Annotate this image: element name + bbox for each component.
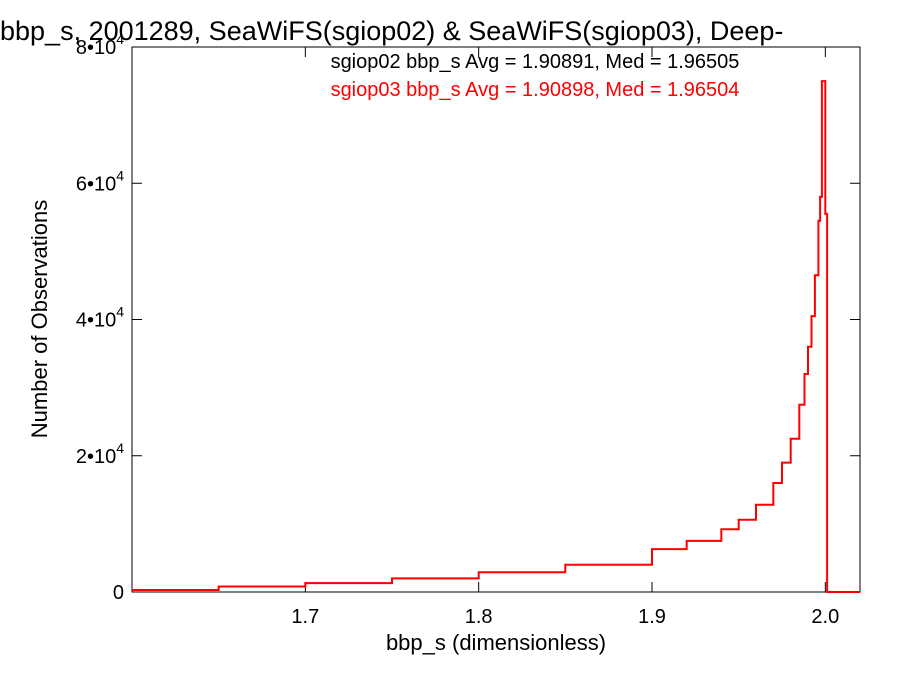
annotation-sgiop03: sgiop03 bbp_s Avg = 1.90898, Med = 1.965…: [331, 79, 740, 101]
x-tick-label: 1.8: [465, 606, 493, 628]
x-tick-label: 1.7: [291, 606, 319, 628]
y-tick-label: 6•104: [76, 167, 124, 195]
plot-frame: [131, 46, 861, 593]
annotation-sgiop02: sgiop02 bbp_s Avg = 1.90891, Med = 1.965…: [331, 51, 740, 73]
y-tick-label: 4•104: [76, 304, 124, 332]
chart-title: bbp_s, 2001289, SeaWiFS(sgiop02) & SeaWi…: [0, 16, 783, 46]
x-axis-ticks: 1.7 1.8 1.9 2.0: [291, 47, 839, 628]
histogram-line-sgiop03: [132, 80, 860, 593]
y-tick-label: 0: [113, 582, 124, 604]
x-axis-label: bbp_s (dimensionless): [386, 630, 606, 655]
x-tick-label: 1.9: [638, 606, 666, 628]
y-tick-label: 2•104: [76, 440, 124, 468]
y-axis-label: Number of Observations: [27, 200, 52, 438]
x-tick-label: 2.0: [811, 606, 839, 628]
